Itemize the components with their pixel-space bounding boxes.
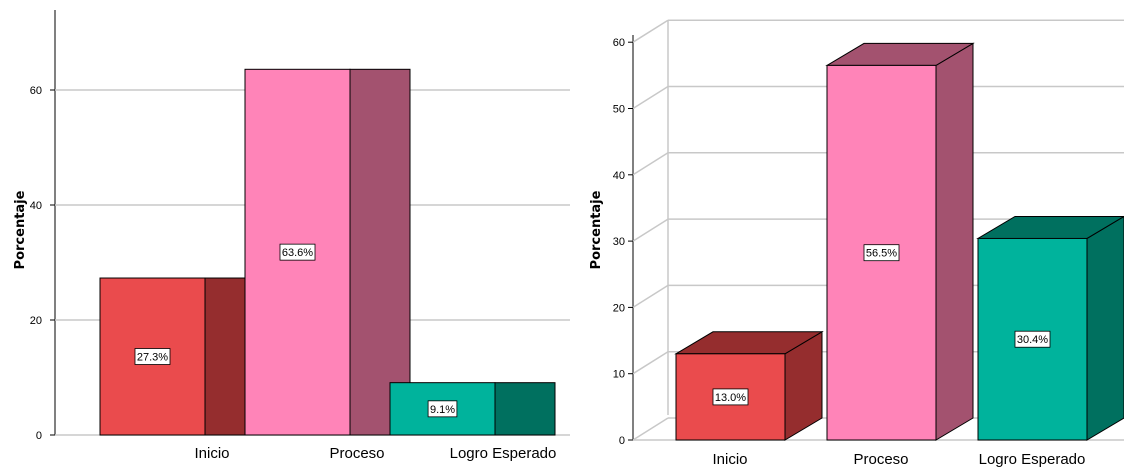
bar-proceso: 56.5%	[825, 42, 975, 441]
data-label-box	[279, 243, 316, 261]
bar-side	[349, 68, 411, 436]
x-tick-label: Inicio	[712, 451, 747, 468]
y-tick-label: 60	[30, 85, 42, 97]
y-axis-label: Porcentaje	[13, 190, 28, 269]
bar-inicio: 13.0%	[674, 330, 824, 441]
data-label-3: 30.4%	[1014, 330, 1051, 348]
bar-inicio: 27.3%	[99, 277, 246, 436]
data-label: 13.0%	[715, 392, 746, 404]
gridline-diagonal	[632, 152, 669, 176]
data-label-1: 27.3%	[134, 348, 171, 365]
data-label: 9.1%	[430, 404, 455, 416]
y-tick-label: 0	[619, 435, 625, 447]
data-label-2: 56.5%	[863, 244, 900, 262]
x-tick-label: Logro Esperado	[450, 445, 557, 462]
gridline-diagonal	[632, 417, 669, 441]
data-label: 30.4%	[1017, 334, 1048, 346]
y-tick-label: 0	[36, 430, 42, 442]
chart-right: Porcentaje 0 10 20 30 40 50 60 13.0% Inicio 56.5%…	[589, 19, 1124, 468]
data-label: 56.5%	[866, 248, 897, 260]
y-tick-label: 60	[613, 37, 625, 49]
x-tick-label: Proceso	[853, 451, 908, 468]
gridline-diagonal	[632, 351, 669, 375]
y-tick-label: 50	[613, 104, 625, 116]
data-label-box	[712, 388, 749, 406]
data-label: 27.3%	[137, 352, 168, 364]
bar-side	[935, 42, 974, 441]
bar-side	[494, 382, 556, 436]
data-label-2: 63.6%	[279, 243, 316, 261]
y-axis-label: Porcentaje	[589, 190, 604, 269]
data-label: 63.6%	[282, 247, 313, 259]
bar-proceso: 63.6%	[244, 68, 411, 436]
x-tick-label: Proceso	[329, 445, 384, 462]
data-label-3: 9.1%	[427, 400, 458, 418]
data-label-box	[1014, 330, 1051, 348]
x-tick-label: Logro Esperado	[979, 451, 1086, 468]
chart-left: Porcentaje 0 20 40 60 27.3% Inicio 63.6% Proces…	[13, 10, 570, 462]
y-tick-label: 20	[30, 315, 42, 327]
bar-logro-esperado: 30.4%	[976, 215, 1124, 441]
y-tick-label: 40	[30, 200, 42, 212]
gridline-diagonal	[632, 218, 669, 242]
y-tick-label: 10	[613, 369, 625, 381]
data-label-box	[427, 400, 458, 418]
y-tick-label: 20	[613, 302, 625, 314]
bar-logro-esperado: 9.1%	[389, 382, 556, 436]
data-label-box	[134, 348, 171, 365]
bar-side	[1086, 215, 1124, 441]
bar-side	[204, 277, 246, 436]
x-tick-label: Inicio	[194, 445, 229, 462]
y-tick-label: 40	[613, 170, 625, 182]
gridline-diagonal	[632, 19, 669, 43]
gridline-diagonal	[632, 85, 669, 110]
y-tick-label: 30	[613, 236, 625, 248]
gridline-diagonal	[632, 284, 669, 309]
data-label-box	[863, 244, 900, 262]
data-label-1: 13.0%	[712, 388, 749, 406]
